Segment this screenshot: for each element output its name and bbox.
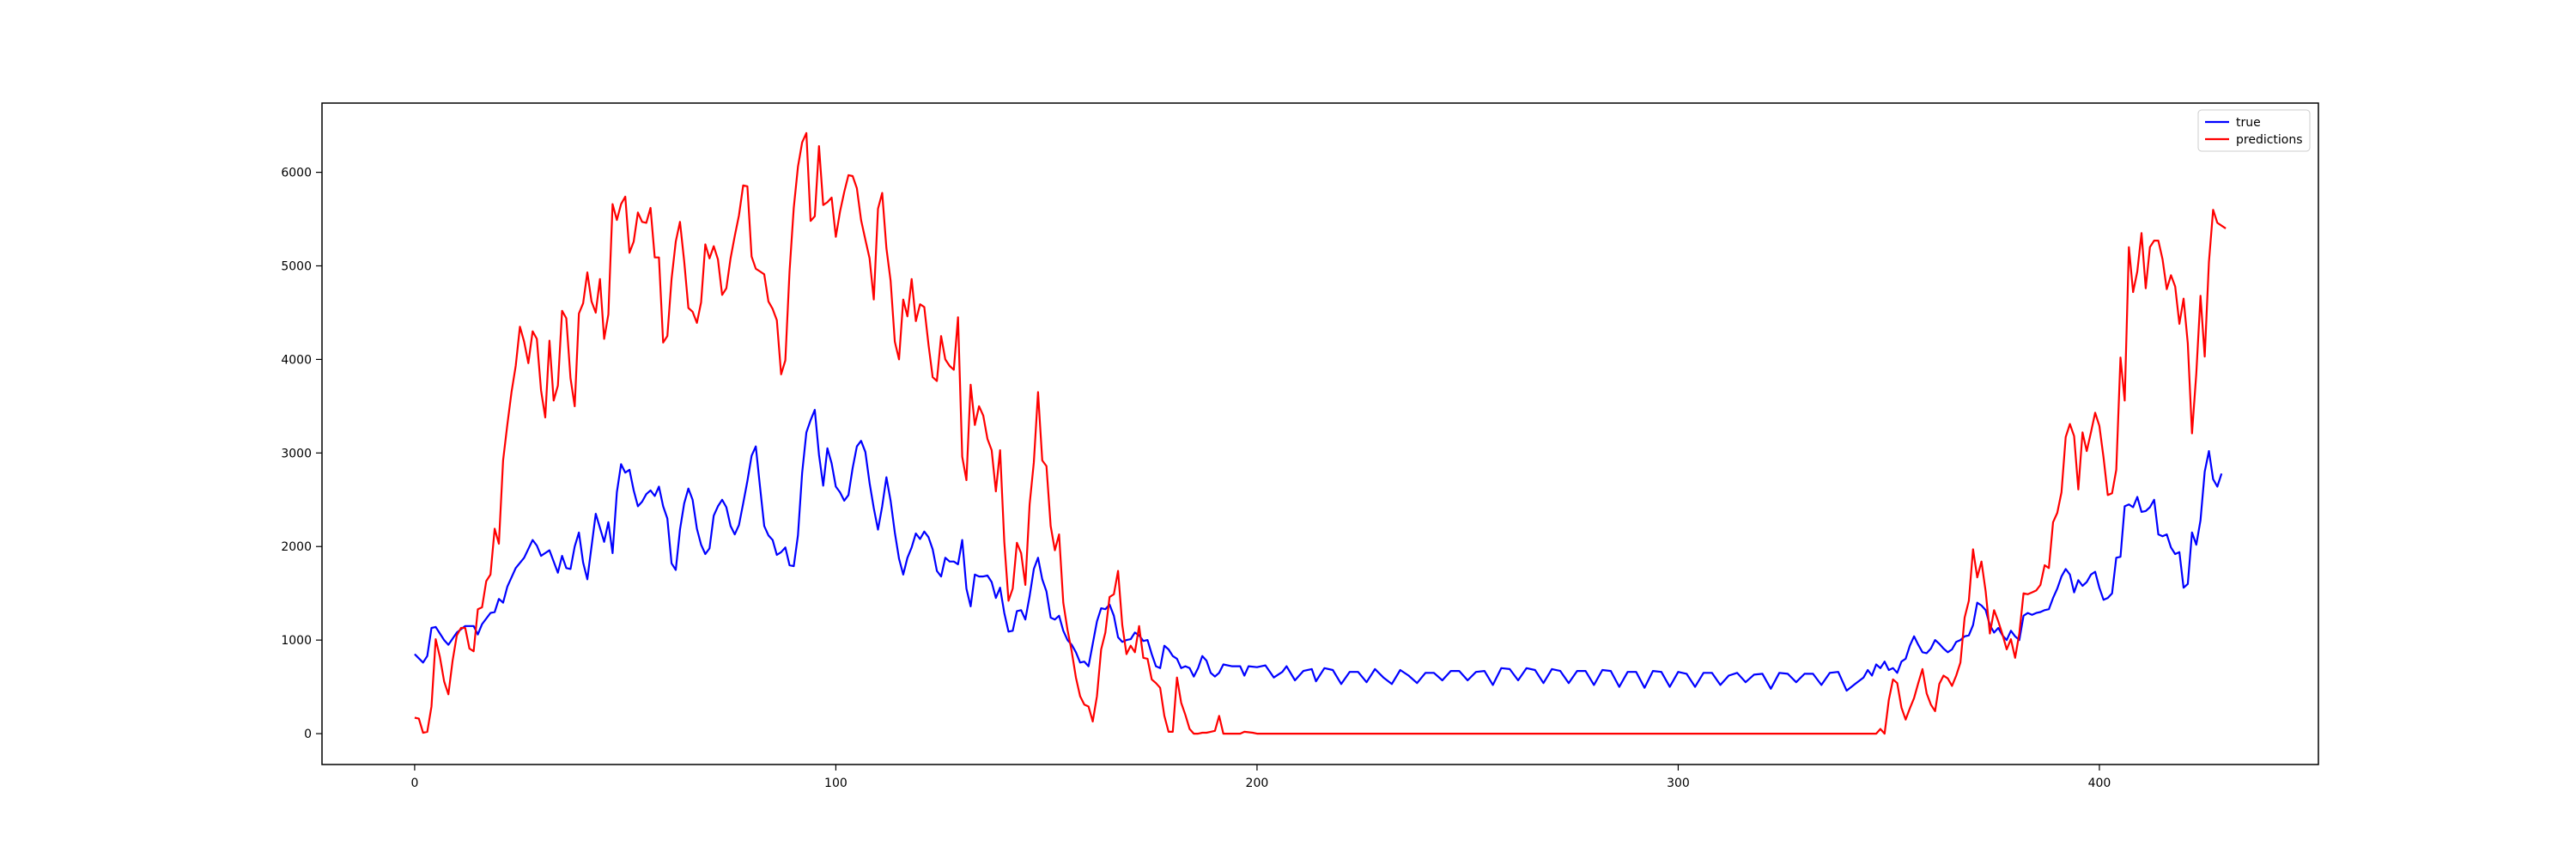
legend: true predictions [2197, 109, 2311, 152]
x-axis: 0 100 200 300 400 [410, 765, 2111, 790]
plot-area [414, 131, 2227, 735]
y-tick-label: 3000 [281, 447, 312, 460]
plot-frame [321, 102, 2319, 765]
y-tick-label: 1000 [281, 634, 312, 648]
y-tick-label: 4000 [281, 353, 312, 367]
x-tick-label: 0 [410, 777, 418, 790]
y-axis: 0 1000 2000 3000 4000 5000 6000 [281, 167, 322, 741]
x-tick-label: 300 [1667, 777, 1690, 790]
x-tick-label: 200 [1246, 777, 1269, 790]
y-tick-label: 6000 [281, 167, 312, 180]
x-tick-label: 100 [824, 777, 848, 790]
series-line-true [414, 409, 2223, 692]
x-tick-label: 400 [2088, 777, 2111, 790]
legend-label-predictions: predictions [2236, 133, 2303, 147]
series-line-predictions [414, 131, 2227, 735]
legend-label-true: true [2236, 116, 2261, 130]
y-tick-label: 0 [304, 728, 312, 741]
y-tick-label: 2000 [281, 540, 312, 554]
legend-box [2197, 109, 2311, 152]
series-layer [414, 131, 2227, 735]
y-tick-label: 5000 [281, 260, 312, 274]
